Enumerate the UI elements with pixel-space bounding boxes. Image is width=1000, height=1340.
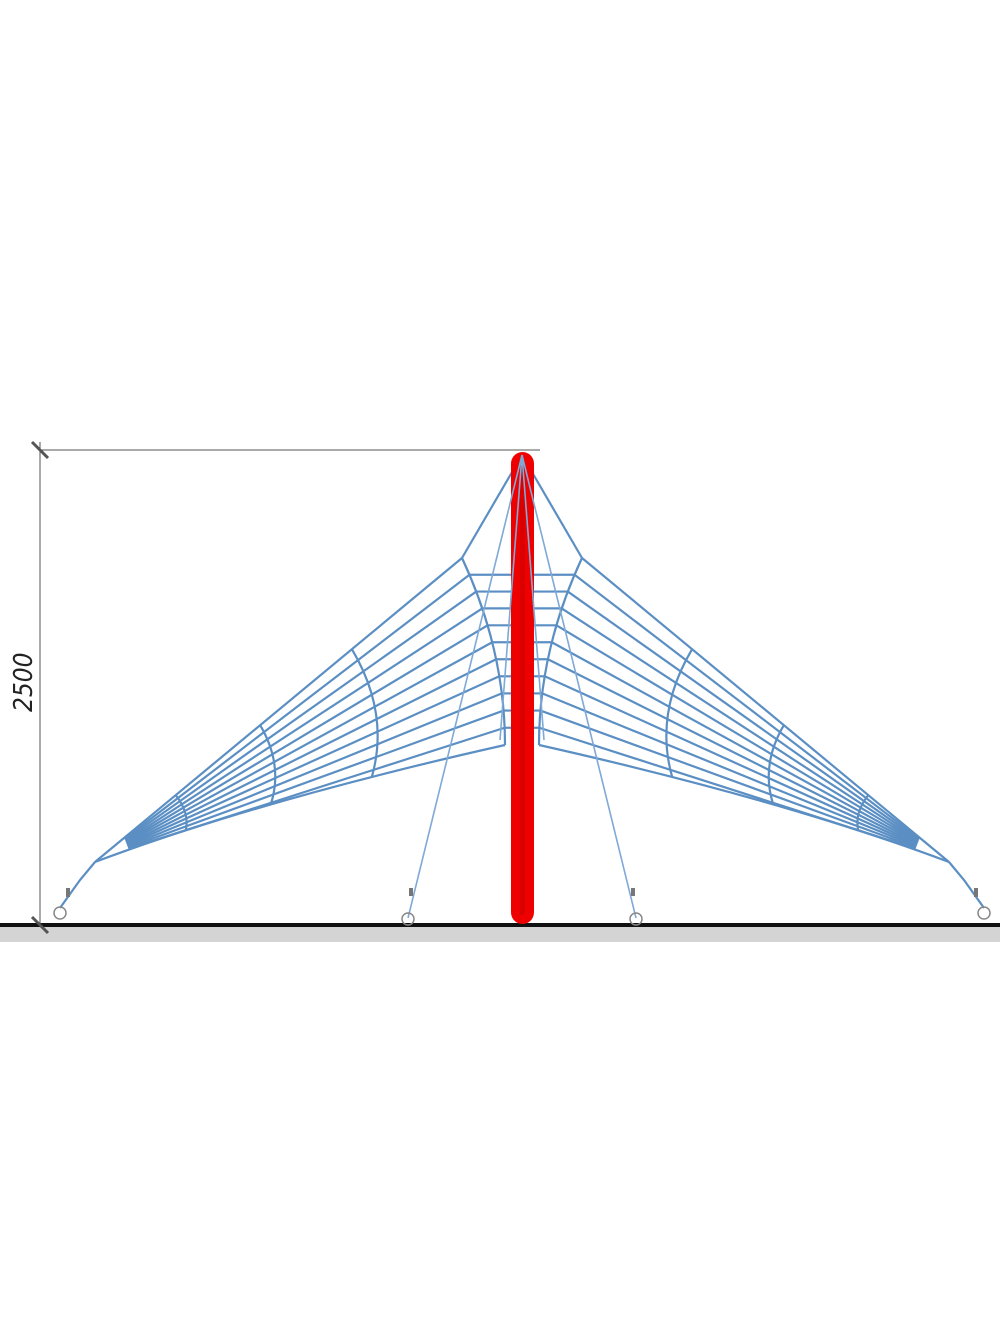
right-outer-edge-rope bbox=[581, 557, 950, 863]
right-net-rope bbox=[539, 726, 916, 850]
left-net-rope bbox=[127, 709, 504, 849]
right-corner-clamp bbox=[974, 888, 978, 897]
dimension bbox=[30, 440, 540, 935]
left-net-rope bbox=[126, 658, 497, 846]
left-net-rope bbox=[124, 573, 471, 840]
right-net-rope bbox=[540, 709, 917, 849]
right-corner-anchor-ring bbox=[977, 906, 991, 920]
right-net-rope bbox=[544, 675, 918, 847]
dimension-tick-top bbox=[30, 440, 50, 460]
right-guy-rope bbox=[521, 454, 637, 919]
left-net-rope bbox=[128, 726, 505, 850]
right-net-rope bbox=[551, 641, 919, 845]
left-net-rope bbox=[125, 641, 493, 845]
left-cross-rope bbox=[259, 724, 277, 805]
left-ground-anchor-ring bbox=[401, 912, 415, 926]
right-net-rope bbox=[567, 590, 920, 841]
left-inner-spine-rope bbox=[461, 557, 507, 746]
left-rope-clamp bbox=[409, 888, 413, 896]
right-rope-clamp bbox=[631, 888, 635, 896]
dimension-label: 2500 bbox=[9, 652, 39, 712]
right-net-rope bbox=[555, 624, 919, 843]
right-net-rope bbox=[547, 658, 918, 846]
left-net-rope bbox=[126, 675, 500, 847]
right-pole-rope bbox=[521, 454, 545, 741]
right-ground-anchor-ring bbox=[629, 912, 643, 926]
right-cross-rope bbox=[767, 724, 785, 805]
apex-ropes bbox=[53, 454, 991, 926]
left-pole-rope bbox=[499, 454, 523, 741]
left-guy-rope bbox=[407, 454, 523, 919]
left-lower-edge-rope bbox=[94, 743, 506, 864]
right-cross-rope bbox=[856, 794, 870, 831]
right-lower-edge-rope bbox=[538, 743, 950, 864]
left-corner-anchor-ring bbox=[53, 906, 67, 920]
left-cross-rope bbox=[350, 648, 379, 778]
right-inner-spine-rope bbox=[537, 557, 583, 746]
right-net-rope bbox=[561, 607, 920, 842]
left-cross-rope bbox=[174, 794, 188, 831]
left-tip-rope bbox=[59, 861, 96, 909]
left-net-rope bbox=[124, 590, 477, 841]
central-pole-shade bbox=[520, 460, 525, 915]
left-corner-clamp bbox=[66, 888, 70, 897]
left-net-rope bbox=[127, 692, 503, 848]
dimension-tick-bottom bbox=[30, 915, 50, 935]
right-cross-rope bbox=[665, 648, 694, 778]
left-net-rope bbox=[124, 607, 483, 842]
left-net-rope bbox=[125, 624, 489, 843]
left-outer-edge-rope bbox=[94, 557, 463, 863]
right-net-rope bbox=[541, 692, 917, 848]
ground-fill bbox=[0, 927, 1000, 942]
right-net-rope bbox=[573, 573, 920, 840]
right-tip-rope bbox=[948, 861, 985, 909]
